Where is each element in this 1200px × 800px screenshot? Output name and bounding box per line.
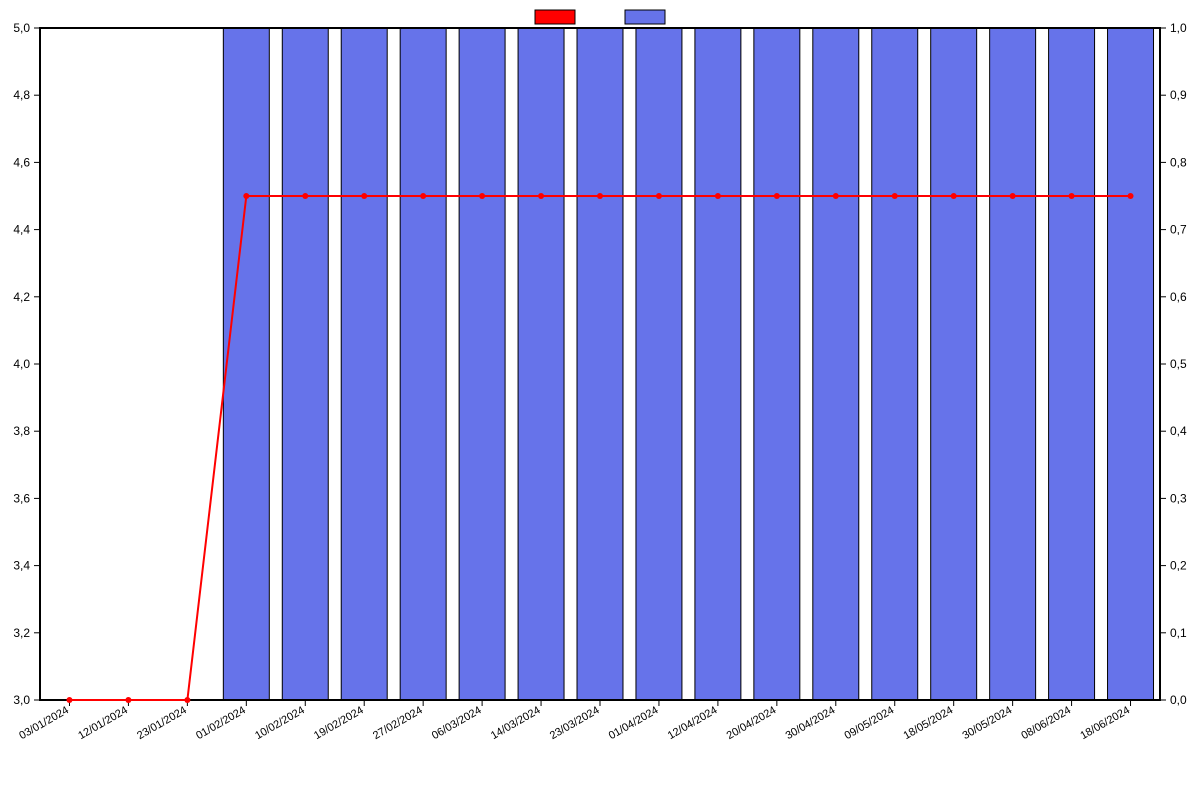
x-tick-label: 27/02/2024 (371, 704, 425, 742)
line-marker (538, 193, 544, 199)
line-marker (420, 193, 426, 199)
x-tick-label: 01/02/2024 (194, 704, 248, 742)
x-tick-label: 01/04/2024 (607, 704, 661, 742)
x-tick-label: 10/02/2024 (253, 704, 307, 742)
bar (223, 28, 269, 700)
y-right-tick-label: 0,6 (1170, 290, 1187, 304)
x-tick-label: 20/04/2024 (725, 704, 779, 742)
y-left-tick-label: 3,6 (13, 491, 30, 505)
x-tick-label: 23/03/2024 (548, 704, 602, 742)
line-marker (1010, 193, 1016, 199)
x-tick-label: 18/06/2024 (1078, 704, 1132, 742)
bar (990, 28, 1036, 700)
line-marker (243, 193, 249, 199)
x-tick-label: 06/03/2024 (430, 704, 484, 742)
bar (813, 28, 859, 700)
bar (1108, 28, 1154, 700)
x-tick-label: 18/05/2024 (901, 704, 955, 742)
bar (636, 28, 682, 700)
y-left-tick-label: 3,2 (13, 626, 30, 640)
y-right-tick-label: 0,0 (1170, 693, 1187, 707)
y-left-tick-label: 4,2 (13, 290, 30, 304)
line-marker (774, 193, 780, 199)
y-left-tick-label: 3,8 (13, 424, 30, 438)
line-marker (656, 193, 662, 199)
line-marker (479, 193, 485, 199)
bar (1049, 28, 1095, 700)
x-tick-label: 12/01/2024 (76, 704, 130, 742)
x-tick-label: 23/01/2024 (135, 704, 189, 742)
x-tick-label: 30/04/2024 (784, 704, 838, 742)
bar (577, 28, 623, 700)
line-marker (597, 193, 603, 199)
line-marker (1128, 193, 1134, 199)
y-left-tick-label: 4,6 (13, 155, 30, 169)
line-marker (184, 697, 190, 703)
bar (400, 28, 446, 700)
y-right-tick-label: 0,1 (1170, 626, 1187, 640)
y-left-tick-label: 4,0 (13, 357, 30, 371)
y-right-tick-label: 0,5 (1170, 357, 1187, 371)
y-right-tick-label: 0,7 (1170, 223, 1187, 237)
bar (872, 28, 918, 700)
y-right-tick-label: 0,9 (1170, 88, 1187, 102)
line-marker (1069, 193, 1075, 199)
x-tick-label: 08/06/2024 (1019, 704, 1073, 742)
y-left-tick-label: 4,4 (13, 223, 30, 237)
line-marker (892, 193, 898, 199)
legend-swatch (625, 10, 665, 24)
x-tick-label: 14/03/2024 (489, 704, 543, 742)
line-marker (302, 193, 308, 199)
x-tick-label: 19/02/2024 (312, 704, 366, 742)
line-marker (66, 697, 72, 703)
y-right-tick-label: 0,8 (1170, 155, 1187, 169)
bar (518, 28, 564, 700)
bar (459, 28, 505, 700)
y-right-tick-label: 0,2 (1170, 559, 1187, 573)
legend-swatch (535, 10, 575, 24)
combo-chart: 3,0 3,2 3,4 3,6 3,8 4,0 4,2 4,4 4,6 4,8 5,0 0,0 0,1 0… (0, 0, 1200, 800)
line-marker (715, 193, 721, 199)
bar (341, 28, 387, 700)
bar (282, 28, 328, 700)
x-tick-label: 30/05/2024 (960, 704, 1014, 742)
y-left-tick-label: 3,0 (13, 693, 30, 707)
y-right-tick-label: 1,0 (1170, 21, 1187, 35)
x-tick-label: 12/04/2024 (666, 704, 720, 742)
bar (695, 28, 741, 700)
line-marker (951, 193, 957, 199)
y-left-tick-label: 5,0 (13, 21, 30, 35)
y-left-tick-label: 4,8 (13, 88, 30, 102)
line-marker (125, 697, 131, 703)
bar (931, 28, 977, 700)
y-right-tick-label: 0,4 (1170, 424, 1187, 438)
line-marker (833, 193, 839, 199)
y-right-tick-label: 0,3 (1170, 491, 1187, 505)
x-tick-label: 03/01/2024 (17, 704, 71, 742)
x-tick-label: 09/05/2024 (843, 704, 897, 742)
y-left-tick-label: 3,4 (13, 559, 30, 573)
line-marker (361, 193, 367, 199)
bar (754, 28, 800, 700)
